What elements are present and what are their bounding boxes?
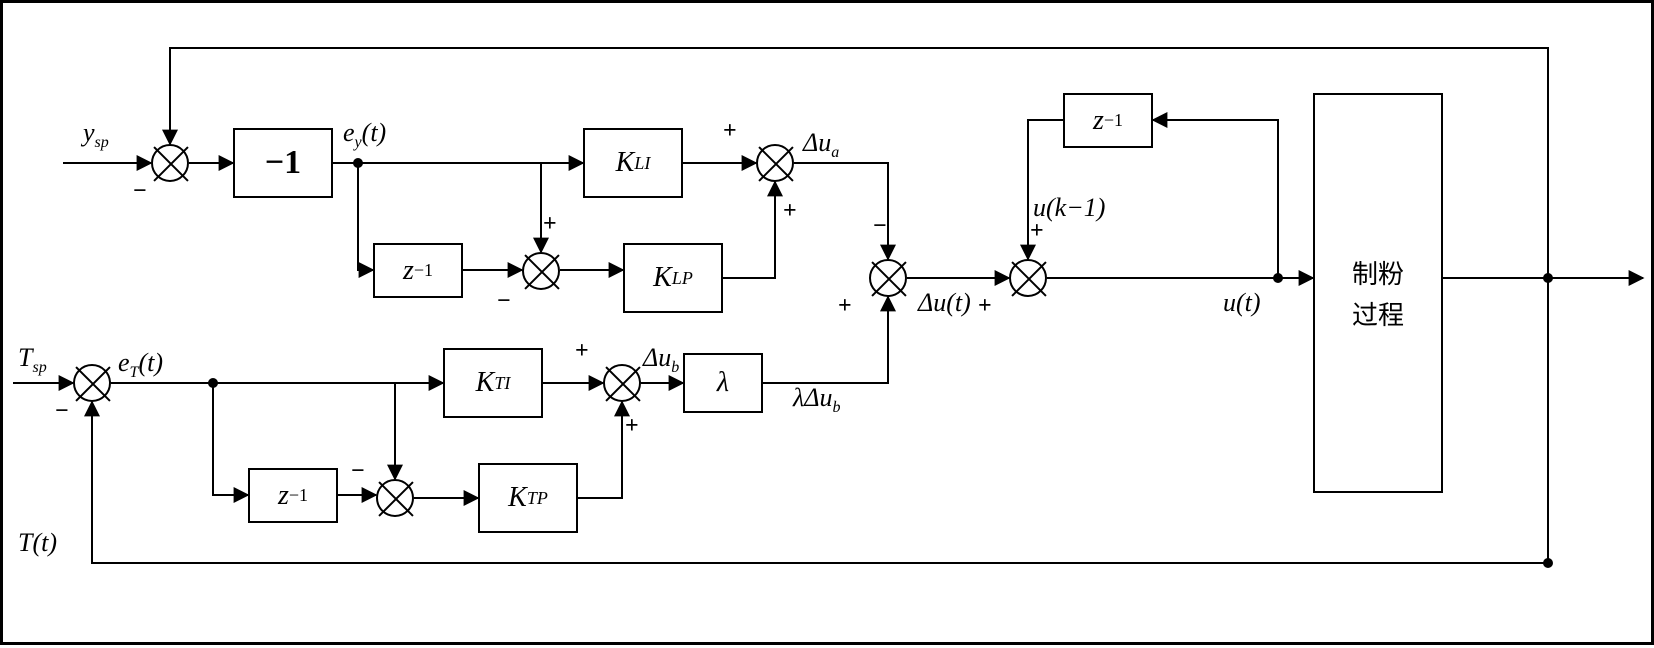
node-0 xyxy=(353,158,363,168)
sign-sua_plus: + xyxy=(723,118,737,145)
block-z1_a: z−1 xyxy=(373,243,463,298)
summer-S_TP xyxy=(376,479,414,517)
node-3 xyxy=(1543,273,1553,283)
sign-sub_plus: + xyxy=(575,338,589,365)
summer-S_ub xyxy=(603,364,641,402)
plant-text-2: 过程 xyxy=(1352,295,1404,332)
label-ldub: λΔub xyxy=(793,383,841,417)
label-dut: Δu(t) xyxy=(918,288,971,318)
label-ysp: ysp xyxy=(83,118,109,152)
block-neg1: −1 xyxy=(233,128,333,198)
sign-stp_minus: − xyxy=(351,458,365,485)
label-eT: eT(t) xyxy=(118,348,163,382)
label-ut: u(t) xyxy=(1223,288,1261,318)
summer-S_u xyxy=(1009,259,1047,297)
label-dub: Δub xyxy=(643,343,679,377)
summer-S_ua xyxy=(756,144,794,182)
block-KTP: KTP xyxy=(478,463,578,533)
diagram-canvas: −1 z−1 KLI KLP z−1 KTI KTP λ z−1 制粉过程 ysp ey(t) Δua… xyxy=(0,0,1654,645)
summer-S_y xyxy=(151,144,189,182)
wire-16 xyxy=(213,383,248,495)
sign-su_plus: + xyxy=(1030,218,1044,245)
summer-S_du xyxy=(869,259,907,297)
label-ey: ey(t) xyxy=(343,118,386,152)
block-z1_c: z−1 xyxy=(1063,93,1153,148)
sign-su_plus2: + xyxy=(978,293,992,320)
sign-slp_plus: + xyxy=(543,211,557,238)
block-KLP: KLP xyxy=(623,243,723,313)
block-lambda: λ xyxy=(683,353,763,413)
wire-12 xyxy=(1153,120,1278,278)
sign-sub_plus2: + xyxy=(625,413,639,440)
summer-S_T xyxy=(73,364,111,402)
node-4 xyxy=(1543,558,1553,568)
node-1 xyxy=(208,378,218,388)
sign-sy_minus: − xyxy=(133,178,147,205)
wire-3 xyxy=(358,163,373,270)
summer-S_LP xyxy=(522,252,560,290)
block-KLI: KLI xyxy=(583,128,683,198)
sign-sdu_minus: − xyxy=(873,213,887,240)
block-z1_b: z−1 xyxy=(248,468,338,523)
block-KTI: KTI xyxy=(443,348,543,418)
plant-text-1: 制粉 xyxy=(1352,254,1404,291)
wire-21 xyxy=(578,402,622,498)
sign-sua_plus2: + xyxy=(783,198,797,225)
label-dua: Δua xyxy=(803,128,839,162)
node-2 xyxy=(1273,273,1283,283)
wire-8 xyxy=(723,182,775,278)
sign-sdu_plus: + xyxy=(838,293,852,320)
sign-slp_minus: − xyxy=(497,288,511,315)
wire-9 xyxy=(794,163,888,259)
label-Tsp: Tsp xyxy=(18,343,47,377)
label-uk1: u(k−1) xyxy=(1033,193,1105,223)
sign-st_minus: − xyxy=(55,398,69,425)
block-plant: 制粉过程 xyxy=(1313,93,1443,493)
label-Tt: T(t) xyxy=(18,528,57,558)
wire-23 xyxy=(763,297,888,383)
